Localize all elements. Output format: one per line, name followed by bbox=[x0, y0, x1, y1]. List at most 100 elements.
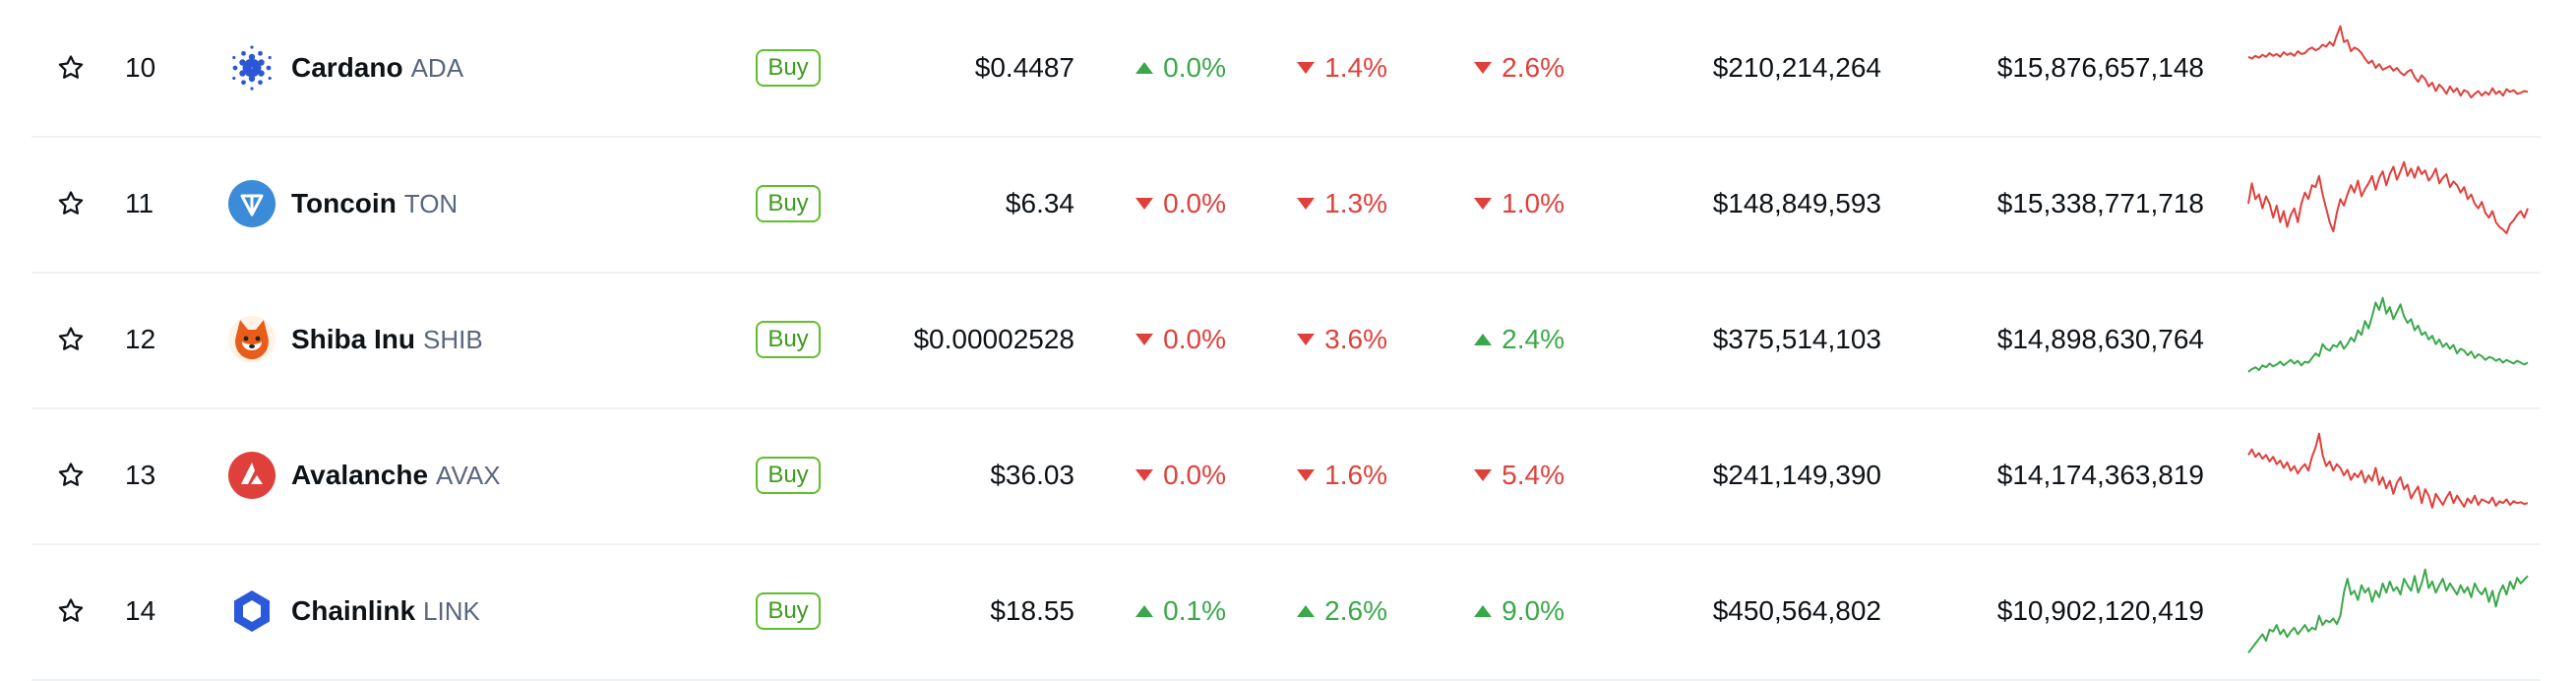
change-24h-cell: 3.6% bbox=[1240, 272, 1387, 407]
price-cell: $36.03 bbox=[819, 407, 1074, 543]
change-1h-cell: 0.0% bbox=[1078, 136, 1226, 272]
buy-cell: Buy bbox=[750, 272, 827, 407]
sparkline-7d-cell[interactable] bbox=[2240, 136, 2536, 272]
change-1h-value: 0.0% bbox=[1163, 52, 1226, 83]
change-7d-value: 5.4% bbox=[1502, 460, 1564, 490]
price-cell: $6.34 bbox=[819, 136, 1074, 272]
change-7d-value: 2.6% bbox=[1502, 52, 1564, 83]
buy-cell: Buy bbox=[750, 0, 827, 136]
rank-value: 14 bbox=[125, 595, 156, 626]
rank: 10 bbox=[125, 0, 184, 136]
star-icon[interactable] bbox=[56, 461, 86, 490]
buy-button[interactable]: Buy bbox=[756, 592, 821, 630]
sparkline-7d-cell[interactable] bbox=[2240, 543, 2536, 679]
change-24h-value: 1.4% bbox=[1324, 52, 1387, 83]
watchlist-star-cell[interactable] bbox=[51, 272, 91, 407]
sparkline-7d-chart[interactable] bbox=[2240, 285, 2536, 394]
change-24h-cell: 2.6% bbox=[1240, 543, 1387, 679]
change-1h-value: 0.0% bbox=[1163, 324, 1226, 354]
rank: 13 bbox=[125, 407, 184, 543]
chainlink-icon bbox=[228, 588, 276, 635]
coin-name[interactable]: Chainlink bbox=[291, 595, 416, 626]
price-cell: $0.4487 bbox=[819, 0, 1074, 136]
buy-cell: Buy bbox=[750, 136, 827, 272]
coin-name[interactable]: Cardano bbox=[291, 52, 403, 83]
sparkline-7d-cell[interactable] bbox=[2240, 272, 2536, 407]
coin-name[interactable]: Shiba Inu bbox=[291, 324, 415, 354]
buy-button[interactable]: Buy bbox=[756, 321, 821, 358]
star-icon[interactable] bbox=[56, 189, 86, 218]
watchlist-star-cell[interactable] bbox=[51, 0, 91, 136]
buy-button[interactable]: Buy bbox=[756, 457, 821, 494]
rank-value: 12 bbox=[125, 324, 156, 354]
change-1h-value: 0.0% bbox=[1163, 188, 1226, 218]
change-7d-value: 1.0% bbox=[1502, 188, 1564, 218]
table-row-ada[interactable]: 10 Cardano ADA Buy $0.4487 0.0% 1.4% 2.6… bbox=[31, 0, 2541, 138]
change-7d-cell: 2.6% bbox=[1417, 0, 1564, 136]
buy-button[interactable]: Buy bbox=[756, 185, 821, 222]
sparkline-7d-chart[interactable] bbox=[2240, 14, 2536, 122]
price-value: $0.00002528 bbox=[913, 324, 1074, 354]
sparkline-line bbox=[2247, 25, 2529, 99]
sparkline-7d-cell[interactable] bbox=[2240, 0, 2536, 136]
coin-symbol[interactable]: ADA bbox=[410, 52, 464, 83]
caret-down-icon bbox=[1135, 198, 1154, 210]
coin-name-cell[interactable]: Avalanche AVAX bbox=[228, 407, 720, 543]
caret-down-icon bbox=[1135, 334, 1154, 345]
coin-name-cell[interactable]: Shiba Inu SHIB bbox=[228, 272, 720, 407]
table-row-link[interactable]: 14 Chainlink LINK Buy $18.55 0.1% 2.6% 9… bbox=[31, 543, 2541, 681]
table-row-avax[interactable]: 13 Avalanche AVAX Buy $36.03 0.0% 1.6% 5… bbox=[31, 407, 2541, 545]
change-24h-value: 1.6% bbox=[1324, 460, 1387, 490]
rank: 12 bbox=[125, 272, 184, 407]
coin-name-cell[interactable]: Cardano ADA bbox=[228, 0, 720, 136]
caret-up-icon bbox=[1135, 605, 1154, 617]
coin-symbol[interactable]: AVAX bbox=[436, 460, 501, 490]
caret-up-icon bbox=[1474, 605, 1493, 617]
market-cap-value: $10,902,120,419 bbox=[1996, 595, 2204, 626]
volume-24h-cell: $210,214,264 bbox=[1566, 0, 1881, 136]
coin-name[interactable]: Avalanche bbox=[291, 460, 429, 490]
price-cell: $18.55 bbox=[819, 543, 1074, 679]
coin-name-cell[interactable]: Toncoin TON bbox=[228, 136, 720, 272]
star-icon[interactable] bbox=[56, 596, 86, 626]
change-7d-cell: 2.4% bbox=[1417, 272, 1564, 407]
sparkline-7d-chart[interactable] bbox=[2240, 150, 2536, 258]
caret-down-icon bbox=[1297, 469, 1316, 481]
star-icon[interactable] bbox=[56, 53, 86, 83]
coin-symbol[interactable]: TON bbox=[403, 188, 459, 218]
caret-down-icon bbox=[1297, 198, 1316, 210]
change-24h-value: 3.6% bbox=[1324, 324, 1387, 354]
sparkline-7d-cell[interactable] bbox=[2240, 407, 2536, 543]
market-cap-value: $14,174,363,819 bbox=[1996, 460, 2204, 490]
coin-name[interactable]: Toncoin bbox=[291, 188, 397, 218]
star-icon[interactable] bbox=[56, 325, 86, 354]
buy-button[interactable]: Buy bbox=[756, 49, 821, 87]
volume-24h-cell: $450,564,802 bbox=[1566, 543, 1881, 679]
coin-symbol[interactable]: SHIB bbox=[423, 324, 483, 354]
sparkline-7d-chart[interactable] bbox=[2240, 421, 2536, 529]
sparkline-7d-chart[interactable] bbox=[2240, 557, 2536, 665]
price-value: $0.4487 bbox=[974, 52, 1074, 83]
avalanche-icon bbox=[228, 452, 276, 499]
volume-24h-cell: $375,514,103 bbox=[1566, 272, 1881, 407]
sparkline-line bbox=[2247, 432, 2529, 509]
coin-symbol[interactable]: LINK bbox=[423, 595, 480, 626]
caret-down-icon bbox=[1297, 62, 1316, 74]
market-cap-cell: $14,174,363,819 bbox=[1881, 407, 2204, 543]
caret-down-icon bbox=[1474, 62, 1493, 74]
change-1h-value: 0.1% bbox=[1163, 595, 1226, 626]
rank-value: 11 bbox=[125, 188, 154, 218]
watchlist-star-cell[interactable] bbox=[51, 407, 91, 543]
sparkline-line bbox=[2247, 568, 2529, 653]
toncoin-icon bbox=[228, 180, 276, 227]
watchlist-star-cell[interactable] bbox=[51, 136, 91, 272]
change-24h-value: 2.6% bbox=[1324, 595, 1387, 626]
table-row-shib[interactable]: 12 Shiba Inu SHIB Buy $0.00002528 0.0% 3… bbox=[31, 272, 2541, 409]
watchlist-star-cell[interactable] bbox=[51, 543, 91, 679]
table-row-ton[interactable]: 11 Toncoin TON Buy $6.34 0.0% 1.3% 1.0% … bbox=[31, 136, 2541, 274]
coin-name-cell[interactable]: Chainlink LINK bbox=[228, 543, 720, 679]
market-cap-cell: $10,902,120,419 bbox=[1881, 543, 2204, 679]
rank: 14 bbox=[125, 543, 184, 679]
change-1h-value: 0.0% bbox=[1163, 460, 1226, 490]
change-24h-cell: 1.3% bbox=[1240, 136, 1387, 272]
